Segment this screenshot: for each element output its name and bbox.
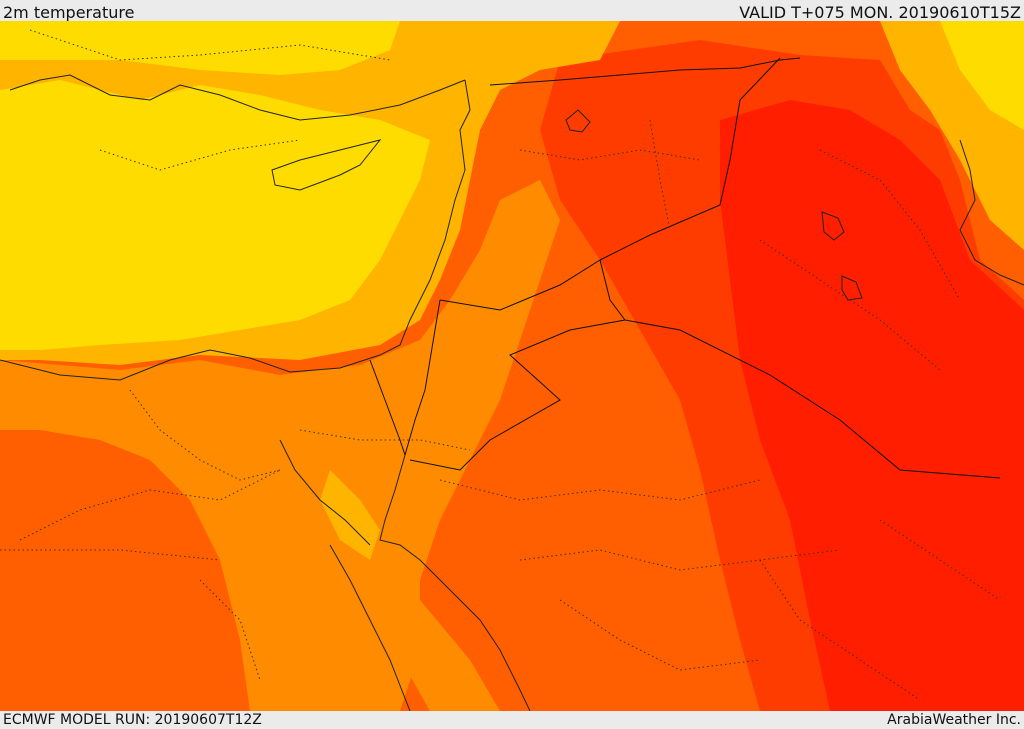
turkey-south-coast bbox=[9, 74, 466, 121]
syria-iraq-border bbox=[599, 57, 781, 261]
admin-line bbox=[299, 429, 471, 451]
valid-time-label: VALID T+075 MON. 20190610T15Z bbox=[739, 3, 1021, 22]
israel-jordan-border bbox=[404, 299, 441, 456]
admin-line bbox=[519, 149, 701, 161]
coastlines bbox=[0, 74, 1024, 711]
admin-line bbox=[129, 389, 281, 481]
admin-line bbox=[19, 469, 281, 541]
levant-coast bbox=[379, 79, 471, 356]
admin-line bbox=[759, 239, 941, 371]
country-borders bbox=[369, 57, 1001, 479]
egypt-israel-border bbox=[369, 359, 406, 456]
temperature-band-yellow-north bbox=[0, 21, 400, 75]
admin-line bbox=[819, 149, 961, 301]
red-sea-west-coast bbox=[329, 544, 411, 711]
temperature-band-orange bbox=[0, 180, 560, 711]
admin-line bbox=[199, 579, 261, 681]
gulf-of-suez-coast bbox=[279, 439, 371, 546]
admin-line bbox=[439, 479, 761, 501]
map-title: 2m temperature bbox=[3, 3, 135, 22]
jordan-iraq-border bbox=[599, 259, 626, 321]
temperature-spot-cyprus bbox=[270, 148, 390, 192]
admin-line bbox=[99, 139, 301, 171]
temperature-band-gold-sinai bbox=[320, 470, 380, 560]
admin-line bbox=[519, 549, 841, 571]
cyprus-coast bbox=[271, 139, 382, 191]
admin-line bbox=[879, 519, 1001, 601]
iraq-saudi-border bbox=[624, 319, 1001, 479]
temperature-band-yellow bbox=[0, 80, 430, 350]
lake-razazza bbox=[841, 275, 863, 301]
admin-line bbox=[559, 599, 761, 671]
jordan-saudi-border bbox=[409, 319, 626, 471]
syria-jordan-border bbox=[439, 259, 601, 311]
syria-turkey-border bbox=[489, 57, 801, 86]
temperature-band-red bbox=[720, 100, 1024, 711]
credit-label: ArabiaWeather Inc. bbox=[887, 712, 1021, 728]
admin-line bbox=[649, 119, 671, 231]
header-bar: 2m temperature VALID T+075 MON. 20190610… bbox=[0, 0, 1024, 22]
gulf-of-aqaba-coast bbox=[379, 454, 531, 711]
lake-tharthar bbox=[821, 211, 845, 241]
temperature-band-yellow-northeast bbox=[940, 21, 1024, 130]
egypt-north-coast bbox=[0, 349, 381, 381]
admin-line bbox=[759, 559, 921, 701]
temperature-map bbox=[0, 21, 1024, 711]
footer-bar: ECMWF MODEL RUN: 20190607T12Z ArabiaWeat… bbox=[0, 711, 1024, 729]
admin-boundaries bbox=[0, 29, 1001, 701]
admin-line bbox=[29, 29, 391, 61]
model-run-label: ECMWF MODEL RUN: 20190607T12Z bbox=[3, 712, 262, 728]
lake-assad bbox=[565, 109, 591, 133]
persian-gulf-coast bbox=[959, 139, 1024, 286]
